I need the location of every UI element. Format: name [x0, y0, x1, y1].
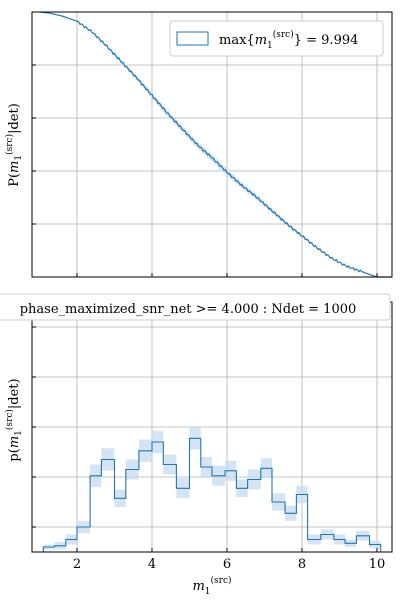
histogram-panel: 2 4 6 8 10 p(m1(src)|det) m1(src) phase_maxi… [0, 294, 392, 597]
title-box: phase_maximized_snr_net >= 4.000 : Ndet … [0, 294, 390, 320]
histogram-xtick-label: 2 [73, 557, 81, 572]
histogram-grid [32, 302, 392, 552]
cdf-ylabel: P(m1(src)|det) [4, 103, 24, 187]
histogram-xtick-label: 4 [148, 557, 156, 572]
histogram-xtick-label: 6 [223, 557, 231, 572]
figure-title: phase_maximized_snr_net >= 4.000 : Ndet … [20, 302, 357, 317]
histogram-bands [43, 427, 381, 550]
histogram-xtick-label: 10 [369, 557, 386, 572]
histogram-ylabel: p(m1(src)|det) [4, 378, 24, 461]
cdf-panel: P(m1(src)|det) max{m1(src)} = 9.994 [4, 12, 392, 277]
histogram-xtick-label: 8 [298, 557, 306, 572]
histogram-xlabel: m1(src) [192, 575, 231, 597]
legend: max{m1(src)} = 9.994 [170, 21, 383, 56]
histogram-step-line [43, 438, 380, 552]
